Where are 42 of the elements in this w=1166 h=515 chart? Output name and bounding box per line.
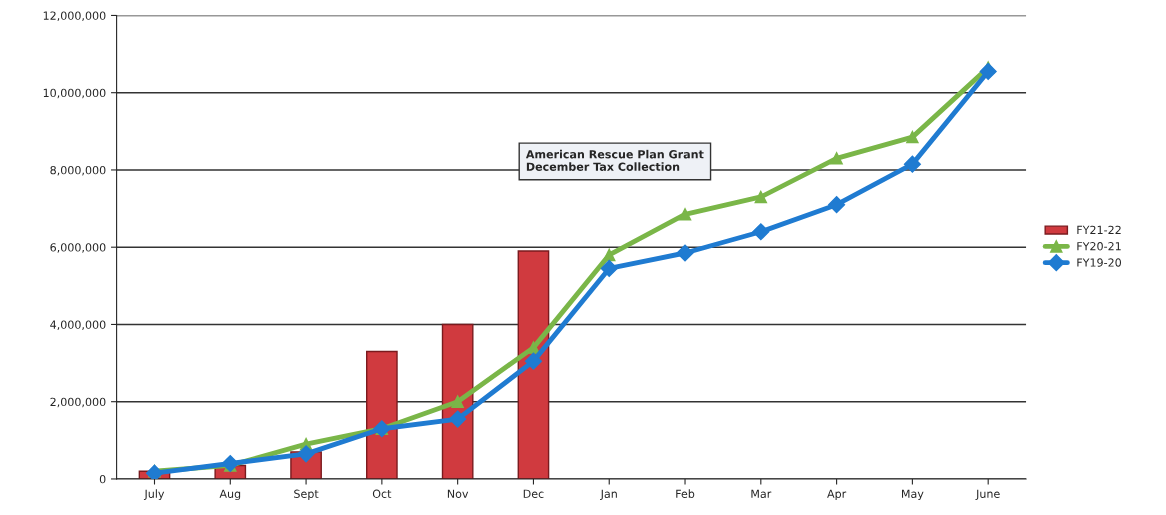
point [600,259,618,277]
x-tick-label: Mar [751,489,772,498]
x-tick-label: Dec [523,489,544,498]
y-tick-label: 6,000,000 [50,243,106,253]
point [297,445,315,463]
annotation: American Rescue Plan Grant December Tax Collection [525,149,704,171]
x-tick-label: Aug [219,489,241,501]
y-tick-label: 4,000,000 [50,320,106,330]
point [527,341,540,354]
point [678,208,692,221]
legend-label: FY21-22 [1077,225,1121,234]
x-tick-label: June [975,489,1000,501]
y-tick-label: 8,000,000 [50,165,106,176]
legend-label: FY19-20 [1077,258,1122,267]
bar [366,350,398,479]
x-tick-label: July [143,489,165,501]
point [754,190,768,204]
x-tick-label: May [902,489,924,501]
y-tick-label: 0 [99,474,106,484]
point [602,248,616,262]
point [830,152,843,165]
x-tick-label: Feb [676,489,695,498]
point [828,196,846,214]
point [221,454,239,473]
point [906,130,919,144]
point [676,244,694,262]
point [903,155,921,173]
y-tick-label: 2,000,000 [50,397,106,408]
point [752,223,770,241]
x-tick-label: Apr [827,489,847,501]
point [524,352,542,370]
point [451,395,464,408]
legend-label: FY20-21 [1077,242,1121,251]
x-tick-label: Sept [294,489,319,501]
bar [517,250,550,479]
point [979,62,997,81]
point [449,410,467,428]
y-tick-label: 10,000,000 [43,88,106,99]
x-tick-label: Jan [600,489,617,501]
x-tick-label: Nov [447,489,469,498]
x-tick-label: Oct [372,489,392,498]
y-tick-label: 12,000,000 [43,11,106,21]
